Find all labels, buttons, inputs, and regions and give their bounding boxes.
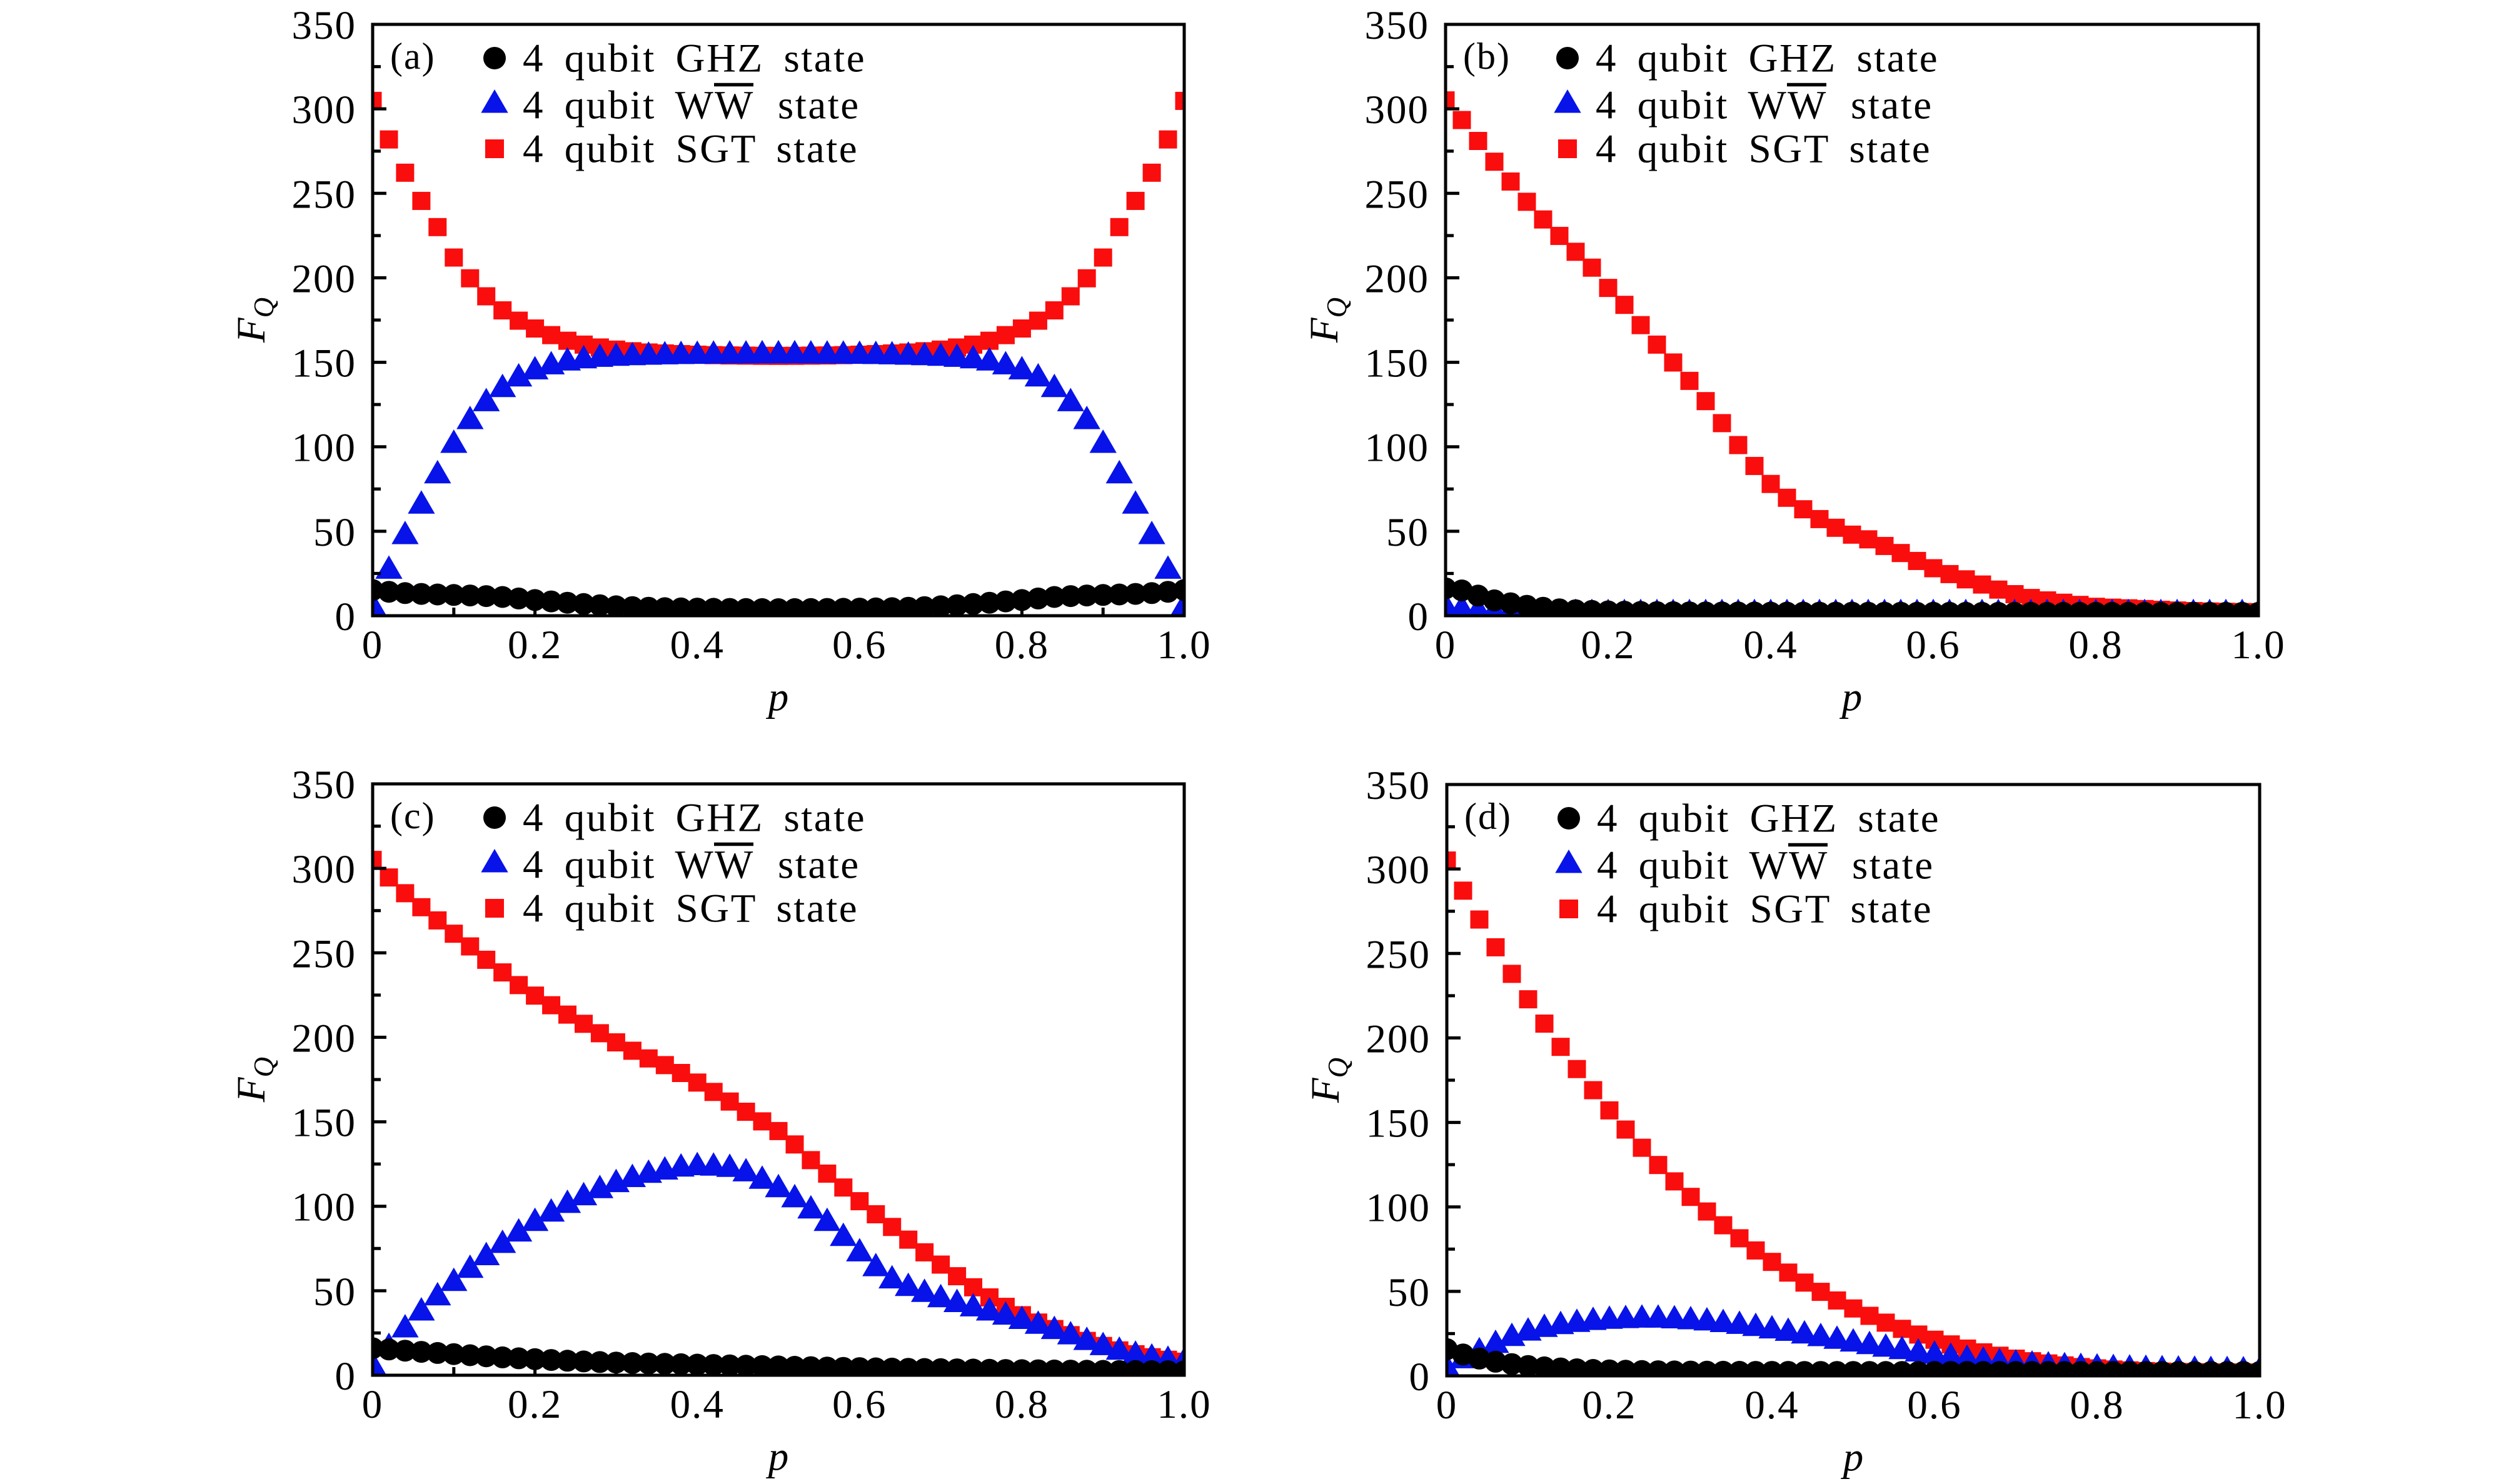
- svg-text:150: 150: [292, 1101, 357, 1146]
- svg-text:100: 100: [1366, 1186, 1431, 1231]
- svg-text:50: 50: [1386, 510, 1429, 555]
- svg-text:300: 300: [1365, 88, 1430, 133]
- svg-text:250: 250: [292, 931, 357, 976]
- svg-text:200: 200: [1365, 256, 1430, 301]
- svg-text:350: 350: [292, 3, 357, 48]
- svg-text:0: 0: [335, 1354, 357, 1399]
- svg-text:0.6: 0.6: [1907, 1383, 1961, 1428]
- svg-text:350: 350: [292, 763, 357, 808]
- svg-text:0.2: 0.2: [1582, 1383, 1636, 1428]
- svg-text:0.4: 0.4: [1744, 1383, 1799, 1428]
- svg-text:0: 0: [1409, 1355, 1431, 1400]
- svg-text:W: W: [1788, 83, 1828, 128]
- svg-text:4 qubit GHZ state: 4 qubit GHZ state: [523, 796, 866, 841]
- svg-text:0: 0: [362, 623, 384, 668]
- svg-text:50: 50: [1387, 1270, 1431, 1315]
- svg-text:1.0: 1.0: [2232, 1383, 2287, 1428]
- svg-text:FQ: FQ: [1302, 298, 1352, 343]
- svg-text:100: 100: [292, 1185, 357, 1230]
- svg-text:0.6: 0.6: [832, 1382, 887, 1427]
- svg-text:250: 250: [1365, 172, 1430, 217]
- svg-text:0: 0: [335, 594, 357, 639]
- svg-text:0.8: 0.8: [995, 1382, 1049, 1427]
- svg-text:0.4: 0.4: [1743, 623, 1798, 668]
- svg-text:state: state: [1851, 83, 1933, 128]
- svg-text:0: 0: [362, 1382, 384, 1427]
- svg-text:4 qubit W: 4 qubit W: [1597, 843, 1789, 888]
- svg-text:0.4: 0.4: [670, 1382, 725, 1427]
- svg-text:0.6: 0.6: [1906, 623, 1960, 668]
- svg-text:300: 300: [292, 88, 357, 133]
- svg-text:100: 100: [292, 426, 357, 471]
- svg-text:p: p: [766, 1434, 789, 1479]
- svg-text:300: 300: [292, 847, 357, 892]
- svg-text:FQ: FQ: [229, 1057, 279, 1103]
- svg-text:150: 150: [1365, 341, 1430, 386]
- svg-text:state: state: [778, 843, 860, 888]
- svg-text:0.4: 0.4: [670, 623, 725, 668]
- svg-text:0.6: 0.6: [832, 623, 887, 668]
- svg-text:FQ: FQ: [1303, 1058, 1354, 1103]
- svg-text:W: W: [715, 843, 755, 888]
- svg-text:4 qubit GHZ state: 4 qubit GHZ state: [1596, 36, 1939, 81]
- svg-text:200: 200: [1366, 1016, 1431, 1061]
- svg-text:(a): (a): [390, 36, 436, 77]
- svg-text:0.2: 0.2: [508, 623, 562, 668]
- svg-text:4 qubit GHZ state: 4 qubit GHZ state: [1597, 796, 1940, 841]
- svg-text:W: W: [1789, 843, 1829, 888]
- svg-text:50: 50: [313, 510, 356, 555]
- svg-text:(d): (d): [1464, 796, 1512, 837]
- svg-text:350: 350: [1365, 3, 1430, 48]
- svg-text:1.0: 1.0: [1157, 623, 1211, 668]
- svg-text:0: 0: [1435, 623, 1457, 668]
- svg-text:350: 350: [1366, 763, 1431, 808]
- svg-text:200: 200: [292, 1016, 357, 1061]
- svg-text:0.8: 0.8: [995, 623, 1049, 668]
- svg-text:4 qubit W: 4 qubit W: [523, 83, 715, 128]
- svg-text:W: W: [715, 83, 755, 128]
- svg-text:250: 250: [292, 172, 357, 217]
- svg-text:0: 0: [1436, 1383, 1458, 1428]
- svg-text:150: 150: [292, 341, 357, 386]
- svg-text:4 qubit W: 4 qubit W: [523, 843, 715, 888]
- svg-text:p: p: [766, 674, 789, 719]
- svg-text:p: p: [1841, 1435, 1864, 1480]
- svg-text:300: 300: [1366, 848, 1431, 893]
- svg-text:0.8: 0.8: [2070, 1383, 2124, 1428]
- svg-text:0.8: 0.8: [2068, 623, 2123, 668]
- svg-text:4 qubit GHZ state: 4 qubit GHZ state: [523, 36, 866, 81]
- svg-text:1.0: 1.0: [1157, 1382, 1211, 1427]
- svg-text:4 qubit W: 4 qubit W: [1596, 83, 1788, 128]
- svg-text:4 qubit SGT state: 4 qubit SGT state: [1596, 127, 1931, 172]
- svg-text:200: 200: [292, 256, 357, 301]
- svg-text:FQ: FQ: [229, 298, 279, 343]
- svg-text:4 qubit SGT state: 4 qubit SGT state: [1597, 887, 1933, 932]
- svg-text:4 qubit SGT state: 4 qubit SGT state: [523, 127, 858, 172]
- svg-text:(c): (c): [390, 795, 436, 836]
- svg-text:1.0: 1.0: [2231, 623, 2285, 668]
- svg-text:0.2: 0.2: [1581, 623, 1635, 668]
- svg-text:state: state: [1852, 843, 1935, 888]
- svg-text:p: p: [1839, 674, 1863, 719]
- svg-text:(b): (b): [1463, 36, 1511, 77]
- svg-text:250: 250: [1366, 932, 1431, 977]
- svg-text:150: 150: [1366, 1101, 1431, 1146]
- svg-text:50: 50: [313, 1270, 356, 1315]
- svg-text:4 qubit SGT state: 4 qubit SGT state: [523, 886, 858, 931]
- svg-text:100: 100: [1365, 426, 1430, 471]
- svg-text:state: state: [778, 83, 860, 128]
- svg-text:0: 0: [1408, 594, 1430, 639]
- svg-text:0.2: 0.2: [508, 1382, 562, 1427]
